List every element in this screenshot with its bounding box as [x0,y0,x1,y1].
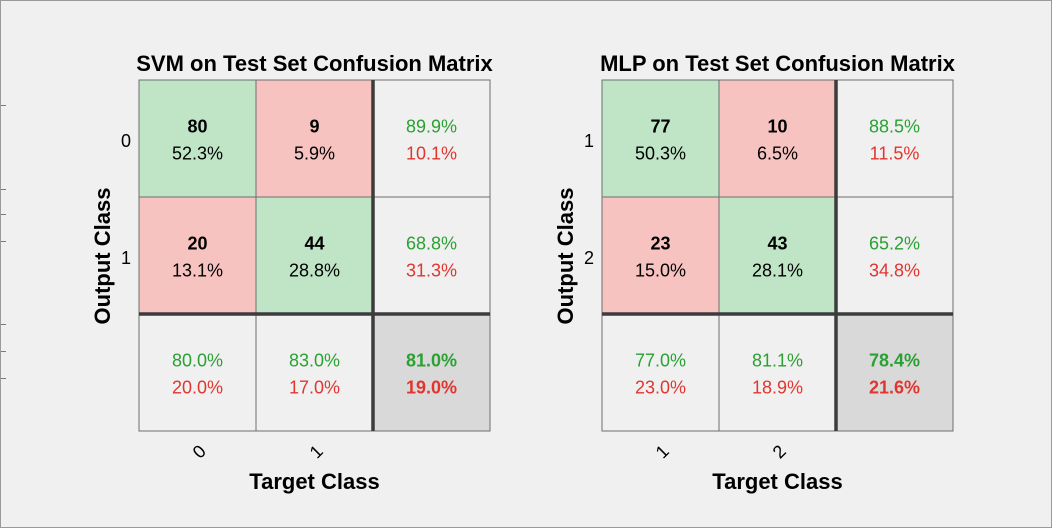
row-summary-wrong: 11.5% [870,144,920,164]
chart-title: MLP on Test Set Confusion Matrix [600,51,956,76]
col-summary-wrong: 18.9% [752,378,803,398]
matrix-cell [138,313,257,432]
cell-percent: 5.9% [294,144,335,164]
row-summary-wrong: 31.3% [406,261,457,281]
edge-tick-mark [1,324,6,325]
matrix-cell [601,313,720,432]
y-tick-label: 0 [121,131,131,151]
col-summary-wrong: 20.0% [172,378,223,398]
edge-tick-mark [1,351,6,352]
cell-count: 9 [309,117,319,137]
cell-count: 43 [767,234,787,254]
col-summary-correct: 80.0% [172,351,223,371]
confusion-matrix-0 [138,79,491,432]
x-axis-label: Target Class [249,469,379,494]
x-tick-label: 1 [306,441,327,462]
cell-count: 23 [650,234,670,254]
overall-error: 21.6% [869,378,920,398]
y-axis-label: Output Class [90,188,115,325]
edge-tick-mark [1,189,6,190]
col-summary-correct: 81.1% [752,351,803,371]
x-tick-label: 0 [189,441,210,462]
matrix-cell [835,79,954,198]
y-tick-label: 2 [584,248,594,268]
matrix-cell [601,196,720,315]
row-summary-wrong: 10.1% [406,144,457,164]
edge-tick-mark [1,378,6,379]
cell-percent: 50.3% [635,144,686,164]
col-summary-wrong: 17.0% [289,378,340,398]
matrix-cell [718,313,837,432]
row-summary-correct: 89.9% [406,117,457,137]
matrix-cell [138,79,257,198]
overall-accuracy: 78.4% [869,351,920,371]
cell-percent: 6.5% [757,144,798,164]
overall-accuracy: 81.0% [406,351,457,371]
matrix-cell [372,79,491,198]
cell-count: 44 [304,234,324,254]
matrix-cell [601,79,720,198]
cell-percent: 28.8% [289,261,340,281]
matrix-cell [255,313,374,432]
edge-tick-mark [1,105,6,106]
row-summary-wrong: 34.8% [869,261,920,281]
col-summary-correct: 83.0% [289,351,340,371]
cell-percent: 52.3% [172,144,223,164]
col-summary-wrong: 23.0% [635,378,686,398]
row-summary-correct: 68.8% [406,234,457,254]
matrix-cell [372,196,491,315]
edge-tick-mark [1,214,6,215]
matrix-cell [255,196,374,315]
x-tick-label: 1 [652,441,673,462]
x-axis-label: Target Class [712,469,842,494]
cell-percent: 15.0% [635,261,686,281]
cell-count: 20 [187,234,207,254]
row-summary-correct: 88.5% [869,117,920,137]
y-tick-label: 1 [121,248,131,268]
matrix-cell [835,196,954,315]
confusion-matrix-1 [601,79,954,432]
matrix-cell [372,313,491,432]
col-summary-correct: 77.0% [635,351,686,371]
cell-percent: 13.1% [172,261,223,281]
edge-tick-mark [1,241,6,242]
cell-count: 77 [650,117,670,137]
cell-percent: 28.1% [752,261,803,281]
matrix-cell [718,196,837,315]
chart-title: SVM on Test Set Confusion Matrix [136,51,493,76]
matrix-cell [255,79,374,198]
cell-count: 10 [767,117,787,137]
matrix-cell [138,196,257,315]
row-summary-correct: 65.2% [869,234,920,254]
matrix-cell [835,313,954,432]
matrix-cell [718,79,837,198]
x-tick-label: 2 [769,441,790,462]
y-axis-label: Output Class [553,188,578,325]
y-tick-label: 1 [584,131,594,151]
overall-error: 19.0% [406,378,457,398]
cell-count: 80 [187,117,207,137]
